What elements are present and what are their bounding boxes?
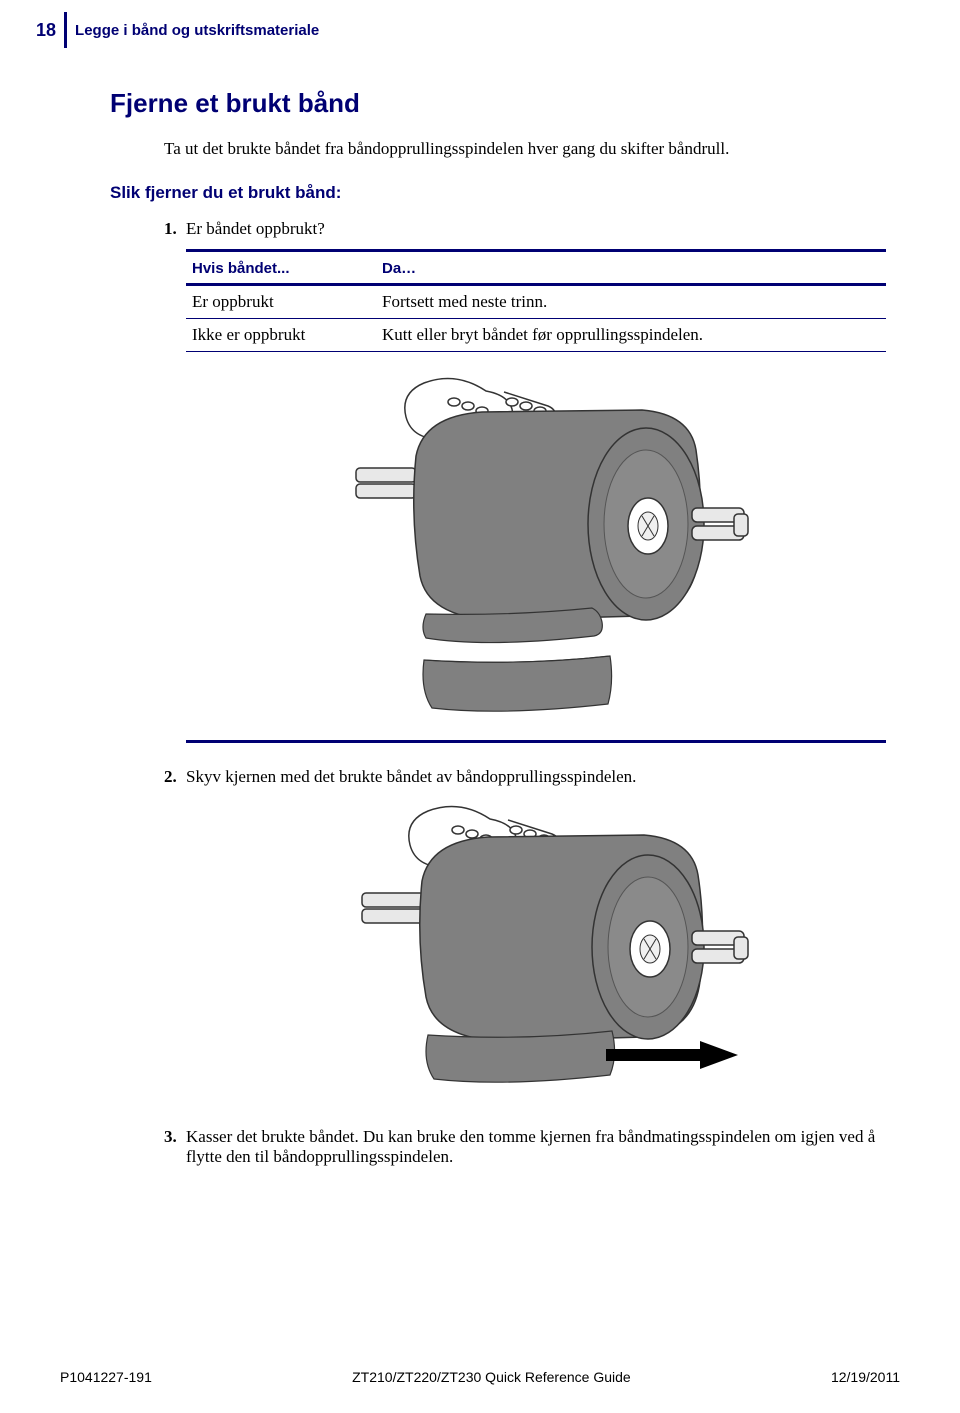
step-number: 1. bbox=[164, 219, 186, 239]
step-text: Skyv kjernen med det brukte båndet av bå… bbox=[186, 767, 910, 787]
step-number: 2. bbox=[164, 767, 186, 787]
step-list: 2. Skyv kjernen med det brukte båndet av… bbox=[164, 767, 910, 787]
ribbon-roll-cut-icon bbox=[316, 366, 756, 726]
step-3: 3. Kasser det brukte båndet. Du kan bruk… bbox=[164, 1127, 910, 1167]
footer-center: ZT210/ZT220/ZT230 Quick Reference Guide bbox=[352, 1369, 631, 1385]
step-list: 3. Kasser det brukte båndet. Du kan bruk… bbox=[164, 1127, 910, 1167]
table-cell: Kutt eller bryt båndet før opprullingssp… bbox=[376, 319, 886, 352]
page-footer: P1041227-191 ZT210/ZT220/ZT230 Quick Ref… bbox=[60, 1369, 900, 1385]
page-header: 18 Legge i bånd og utskriftsmateriale bbox=[36, 12, 319, 48]
ribbon-roll-slide-icon bbox=[328, 797, 768, 1097]
table-header-2: Da… bbox=[376, 251, 886, 285]
step-2: 2. Skyv kjernen med det brukte båndet av… bbox=[164, 767, 910, 787]
sub-heading: Slik fjerner du et brukt bånd: bbox=[110, 183, 910, 203]
footer-right: 12/19/2011 bbox=[831, 1369, 900, 1385]
header-title: Legge i bånd og utskriftsmateriale bbox=[75, 22, 319, 39]
table-cell: Er oppbrukt bbox=[186, 285, 376, 319]
page-number: 18 bbox=[36, 20, 62, 41]
table-row: Er oppbrukt Fortsett med neste trinn. bbox=[186, 285, 886, 319]
intro-paragraph: Ta ut det brukte båndet fra båndopprulli… bbox=[164, 139, 910, 159]
footer-left: P1041227-191 bbox=[60, 1369, 152, 1385]
main-content: Fjerne et brukt bånd Ta ut det brukte bå… bbox=[110, 88, 910, 1177]
table-row: Ikke er oppbrukt Kutt eller bryt båndet … bbox=[186, 319, 886, 352]
step-text: Er båndet oppbrukt? bbox=[186, 219, 910, 239]
illustration-slide-off bbox=[186, 797, 910, 1097]
condition-table: Hvis båndet... Da… Er oppbrukt Fortsett … bbox=[186, 249, 886, 743]
table-cell: Ikke er oppbrukt bbox=[186, 319, 376, 352]
step-list: 1. Er båndet oppbrukt? bbox=[164, 219, 910, 239]
step-text: Kasser det brukte båndet. Du kan bruke d… bbox=[186, 1127, 910, 1167]
step-1: 1. Er båndet oppbrukt? bbox=[164, 219, 910, 239]
header-divider bbox=[64, 12, 67, 48]
step-number: 3. bbox=[164, 1127, 186, 1167]
table-header-1: Hvis båndet... bbox=[186, 251, 376, 285]
table-cell: Fortsett med neste trinn. bbox=[376, 285, 886, 319]
section-title: Fjerne et brukt bånd bbox=[110, 88, 910, 119]
illustration-cut-ribbon bbox=[186, 352, 886, 742]
